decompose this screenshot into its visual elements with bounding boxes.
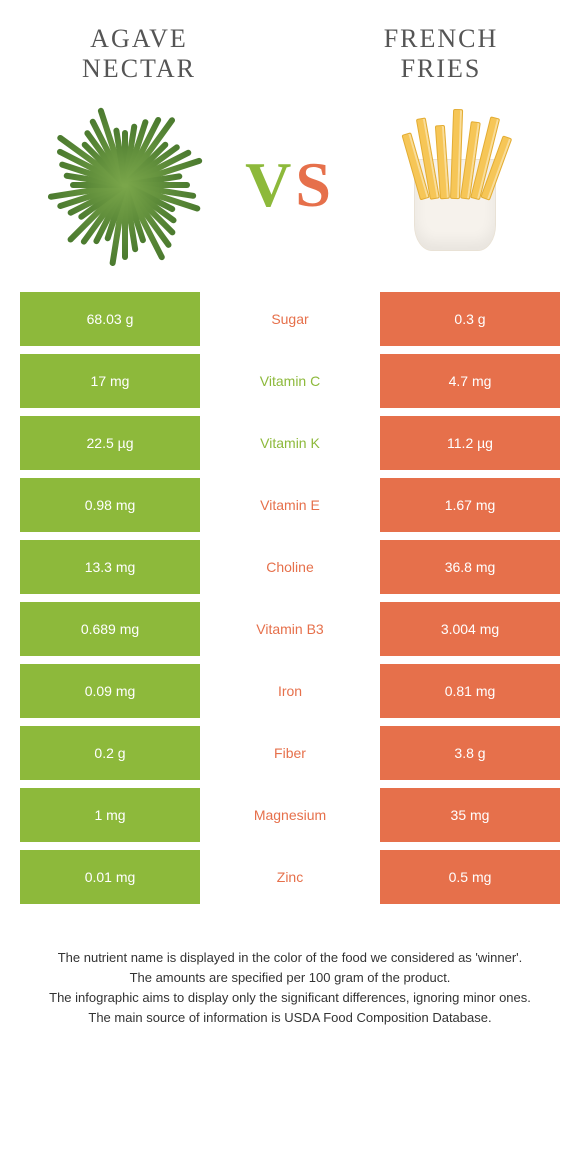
- right-food-title: French fries: [346, 24, 536, 84]
- right-value: 36.8 mg: [380, 540, 560, 594]
- nutrient-label: Choline: [200, 540, 380, 594]
- titles-row: Agave nectar French fries: [20, 24, 560, 94]
- right-value: 35 mg: [380, 788, 560, 842]
- nutrient-table: 68.03 gSugar0.3 g 17 mgVitamin C4.7 mg 22.…: [20, 292, 560, 904]
- vs-label: VS: [245, 148, 335, 222]
- footer-line-4: The main source of information is USDA F…: [40, 1008, 540, 1028]
- footer-notes: The nutrient name is displayed in the co…: [20, 948, 560, 1029]
- nutrient-row: 17 mgVitamin C4.7 mg: [20, 354, 560, 408]
- right-value: 0.81 mg: [380, 664, 560, 718]
- nutrient-label: Iron: [200, 664, 380, 718]
- fries-illustration: [370, 100, 540, 270]
- nutrient-label: Magnesium: [200, 788, 380, 842]
- right-value: 3.8 g: [380, 726, 560, 780]
- agave-illustration: [40, 100, 210, 270]
- nutrient-row: 22.5 µgVitamin K11.2 µg: [20, 416, 560, 470]
- nutrient-label: Zinc: [200, 850, 380, 904]
- nutrient-row: 0.98 mgVitamin E1.67 mg: [20, 478, 560, 532]
- nutrient-row: 0.01 mgZinc0.5 mg: [20, 850, 560, 904]
- nutrient-row: 13.3 mgCholine36.8 mg: [20, 540, 560, 594]
- nutrient-label: Sugar: [200, 292, 380, 346]
- right-value: 11.2 µg: [380, 416, 560, 470]
- right-value: 0.3 g: [380, 292, 560, 346]
- left-value: 0.09 mg: [20, 664, 200, 718]
- footer-line-2: The amounts are specified per 100 gram o…: [40, 968, 540, 988]
- nutrient-row: 0.2 gFiber3.8 g: [20, 726, 560, 780]
- left-value: 0.689 mg: [20, 602, 200, 656]
- left-value: 22.5 µg: [20, 416, 200, 470]
- nutrient-row: 1 mgMagnesium35 mg: [20, 788, 560, 842]
- left-food-title: Agave nectar: [44, 24, 234, 84]
- hero-row: VS: [20, 94, 560, 292]
- left-value: 0.2 g: [20, 726, 200, 780]
- nutrient-label: Vitamin C: [200, 354, 380, 408]
- right-value: 3.004 mg: [380, 602, 560, 656]
- left-value: 13.3 mg: [20, 540, 200, 594]
- right-value: 1.67 mg: [380, 478, 560, 532]
- left-value: 17 mg: [20, 354, 200, 408]
- footer-line-3: The infographic aims to display only the…: [40, 988, 540, 1008]
- nutrient-row: 0.689 mgVitamin B33.004 mg: [20, 602, 560, 656]
- left-value: 68.03 g: [20, 292, 200, 346]
- right-value: 0.5 mg: [380, 850, 560, 904]
- nutrient-label: Vitamin K: [200, 416, 380, 470]
- nutrient-label: Fiber: [200, 726, 380, 780]
- right-value: 4.7 mg: [380, 354, 560, 408]
- nutrient-row: 0.09 mgIron0.81 mg: [20, 664, 560, 718]
- vs-v: V: [245, 149, 295, 220]
- left-value: 0.98 mg: [20, 478, 200, 532]
- nutrient-row: 68.03 gSugar0.3 g: [20, 292, 560, 346]
- nutrient-label: Vitamin B3: [200, 602, 380, 656]
- nutrient-label: Vitamin E: [200, 478, 380, 532]
- left-value: 1 mg: [20, 788, 200, 842]
- infographic: Agave nectar French fries VS 68.03 gSuga…: [0, 0, 580, 1068]
- vs-s: S: [295, 149, 335, 220]
- left-value: 0.01 mg: [20, 850, 200, 904]
- footer-line-1: The nutrient name is displayed in the co…: [40, 948, 540, 968]
